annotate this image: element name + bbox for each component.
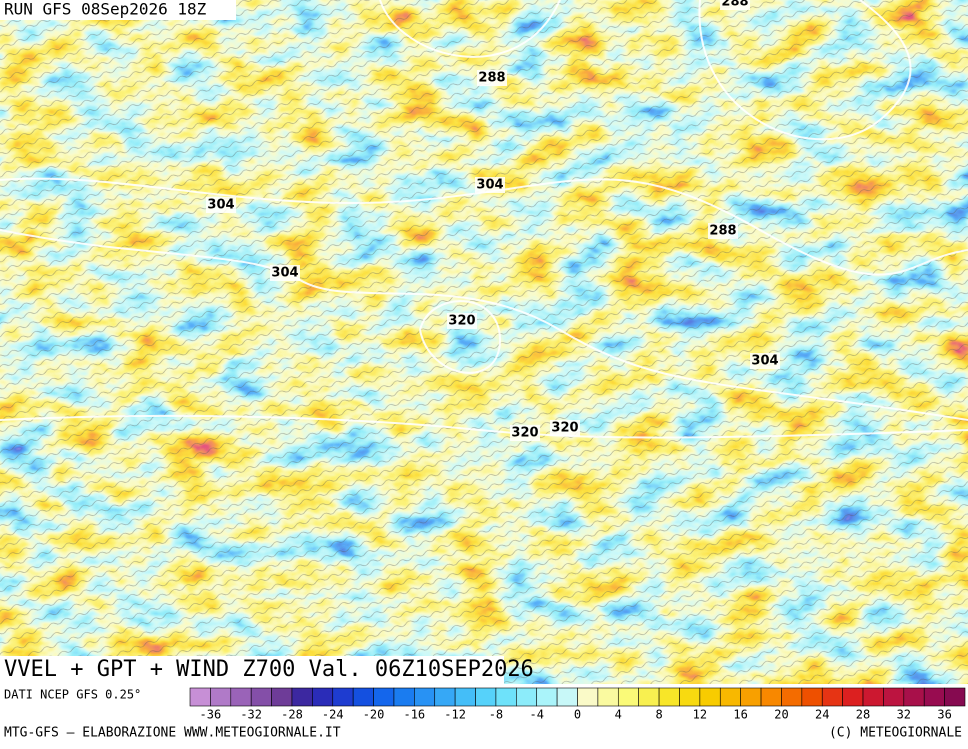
colorbar-tick-label: -36 bbox=[200, 708, 222, 722]
colorbar-segment bbox=[271, 687, 293, 707]
colorbar-segment bbox=[352, 687, 374, 707]
colorbar-tick-label: 12 bbox=[693, 708, 707, 722]
colorbar-tick-label: 0 bbox=[574, 708, 581, 722]
colorbar-segment bbox=[536, 687, 558, 707]
colorbar-segment bbox=[312, 687, 334, 707]
contour-label-bg bbox=[270, 265, 300, 281]
colorbar-segment bbox=[597, 687, 619, 707]
contour-label: 304 bbox=[271, 266, 298, 281]
colorbar-segment bbox=[760, 687, 782, 707]
colorbar-segment bbox=[821, 687, 843, 707]
contour-label-bg bbox=[720, 0, 750, 10]
colorbar-segment bbox=[740, 687, 762, 707]
colorbar-segment bbox=[923, 687, 945, 707]
colorbar-segment bbox=[516, 687, 538, 707]
contour-label: 320 bbox=[511, 426, 538, 441]
colorbar-tick-label: 28 bbox=[856, 708, 870, 722]
footer-right: (C) METEOGIORNALE bbox=[829, 726, 962, 741]
contour-label: 288 bbox=[478, 71, 505, 86]
colorbar-segment bbox=[658, 687, 680, 707]
colorbar-segment bbox=[556, 687, 578, 707]
colorbar-segment bbox=[944, 687, 966, 707]
colorbar-segment bbox=[393, 687, 415, 707]
colorbar-tick-label: -20 bbox=[363, 708, 385, 722]
colorbar-segment bbox=[679, 687, 701, 707]
wind-streamlines bbox=[0, 0, 968, 684]
colorbar-segment bbox=[210, 687, 232, 707]
colorbar-tick-label: 20 bbox=[774, 708, 788, 722]
colorbar-segment bbox=[434, 687, 456, 707]
contour-label-bg bbox=[750, 353, 780, 369]
geopotential-contours bbox=[0, 0, 968, 438]
title-bg bbox=[0, 656, 504, 684]
source-label: DATI NCEP GFS 0.25° bbox=[4, 688, 141, 702]
colorbar-segment bbox=[903, 687, 925, 707]
footer-left: MTG-GFS – ELABORAZIONE WWW.METEOGIORNALE… bbox=[4, 726, 341, 741]
contour-label-bg bbox=[447, 313, 477, 329]
colorbar-segment bbox=[475, 687, 497, 707]
colorbar-tick-label: -12 bbox=[444, 708, 466, 722]
colorbar-segment bbox=[801, 687, 823, 707]
contour-label: 304 bbox=[751, 354, 778, 369]
colorbar-segment bbox=[495, 687, 517, 707]
colorbar-tick-label: 16 bbox=[733, 708, 747, 722]
colorbar-segment bbox=[699, 687, 721, 707]
colorbar-segment bbox=[230, 687, 252, 707]
colorbar-segment bbox=[842, 687, 864, 707]
contour-label: 320 bbox=[551, 421, 578, 436]
map: 288 288 304 304 288 304 320 304 320 320 RUN GFS 0… bbox=[0, 0, 968, 684]
contour-label-bg bbox=[475, 177, 505, 193]
colorbar-tick-label: 36 bbox=[937, 708, 951, 722]
colorbar-tick-label: -28 bbox=[281, 708, 303, 722]
contour-label-bg bbox=[477, 70, 507, 86]
colorbar-segment bbox=[250, 687, 272, 707]
colorbar-segment bbox=[454, 687, 476, 707]
contour-label-bg bbox=[510, 425, 540, 441]
colorbar-tick-label: -24 bbox=[322, 708, 344, 722]
contour-label: 320 bbox=[448, 314, 475, 329]
colorbar: -36 -32 -28 -24 -20 -16 -12 -8 -4 0 4 8 12 16 20 24 28 32… bbox=[189, 687, 966, 722]
contour-label: 288 bbox=[721, 0, 748, 10]
colorbar-segment bbox=[189, 687, 211, 707]
colorbar-tick-label: 4 bbox=[615, 708, 622, 722]
colorbar-tick-label: 8 bbox=[655, 708, 662, 722]
colorbar-segment bbox=[414, 687, 436, 707]
colorbar-segment bbox=[577, 687, 599, 707]
colorbar-segment bbox=[332, 687, 354, 707]
contour-label: 304 bbox=[207, 198, 234, 213]
colorbar-segment bbox=[291, 687, 313, 707]
contour-label: 288 bbox=[709, 224, 736, 239]
contour-label: 304 bbox=[476, 178, 503, 193]
map-title: VVEL + GPT + WIND Z700 Val. 06Z10SEP2026 bbox=[4, 657, 534, 682]
run-label: RUN GFS 08Sep2026 18Z bbox=[4, 0, 207, 19]
colorbar-tick-label: -32 bbox=[240, 708, 262, 722]
run-label-bg bbox=[0, 0, 236, 20]
contour-label-bg bbox=[206, 197, 236, 213]
colorbar-segment bbox=[781, 687, 803, 707]
contour-label-bg bbox=[550, 420, 580, 436]
colorbar-tick-label: 24 bbox=[815, 708, 829, 722]
contour-label-bg bbox=[708, 223, 738, 239]
colorbar-tick-label: -8 bbox=[489, 708, 503, 722]
colorbar-segment bbox=[883, 687, 905, 707]
colorbar-tick-label: 32 bbox=[897, 708, 911, 722]
colorbar-segment bbox=[862, 687, 884, 707]
colorbar-tick-label: -4 bbox=[529, 708, 543, 722]
colorbar-segment bbox=[638, 687, 660, 707]
colorbar-tick-label: -16 bbox=[403, 708, 425, 722]
colorbar-segment bbox=[719, 687, 741, 707]
colorbar-segment bbox=[373, 687, 395, 707]
colorbar-segment bbox=[617, 687, 639, 707]
